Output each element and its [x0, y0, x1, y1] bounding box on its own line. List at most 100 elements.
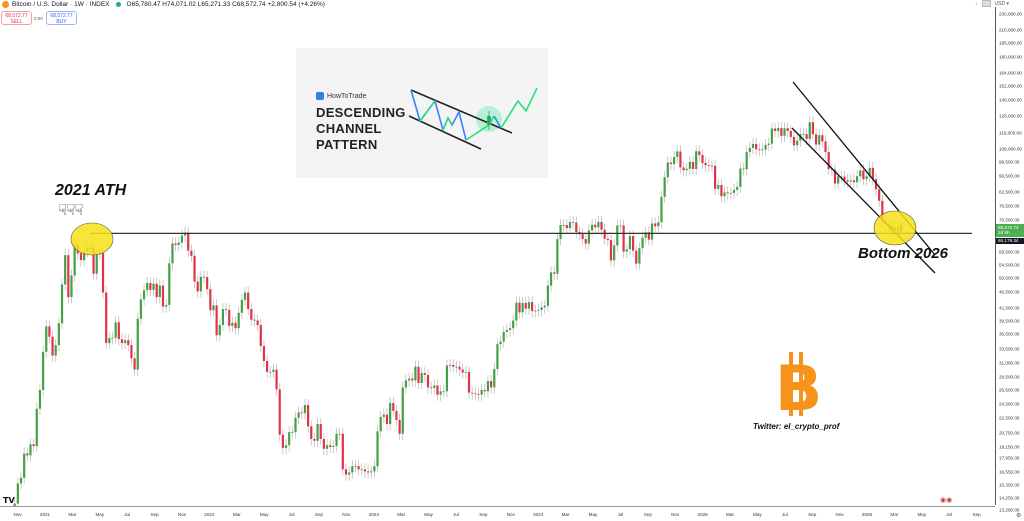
- candle-body-up: [527, 302, 531, 309]
- price-axis[interactable]: 230,000.00 210,000.00 195,000.00 180,000.00…: [995, 0, 1024, 513]
- symbol-title[interactable]: Bitcoin / U.S. Dollar · 1W · INDEX: [12, 1, 110, 8]
- candle-body-up: [376, 431, 379, 467]
- candle: [732, 183, 736, 200]
- candle-body-down: [417, 366, 420, 383]
- candle-body-up: [420, 373, 423, 383]
- candle: [149, 277, 152, 297]
- candle: [240, 293, 243, 319]
- candle: [568, 215, 572, 235]
- time-tick-label: Mar: [726, 512, 734, 517]
- candle-body-up: [767, 143, 770, 145]
- candle-body-up: [650, 223, 654, 240]
- candle: [114, 316, 117, 344]
- candle-body-down: [256, 320, 259, 326]
- candle: [641, 231, 644, 255]
- time-tick-label: May: [424, 512, 433, 517]
- time-tick-label: 2021: [39, 512, 51, 517]
- candle: [833, 163, 837, 190]
- time-tick-label: Mar: [561, 512, 570, 517]
- candle: [770, 122, 773, 150]
- time-tick-label: May: [588, 512, 598, 517]
- candle: [325, 439, 329, 456]
- candle: [13, 497, 16, 506]
- candle-body-up: [243, 292, 247, 300]
- candle: [572, 215, 575, 229]
- price-chart[interactable]: B TV: [0, 0, 995, 506]
- time-tick-label: Sep: [808, 512, 817, 517]
- candle-body-up: [837, 176, 840, 184]
- candle-body-up: [663, 177, 666, 197]
- candle: [247, 286, 250, 316]
- candle-body-up: [493, 368, 496, 388]
- candle: [647, 226, 650, 246]
- candle-body-down: [789, 131, 792, 137]
- candle-body-down: [594, 224, 597, 228]
- candle: [19, 471, 23, 490]
- candle: [133, 352, 136, 376]
- candle: [64, 249, 67, 291]
- candle-body-up: [534, 310, 537, 312]
- flag-icons[interactable]: ◉◉: [940, 497, 953, 504]
- price-tick-label: 28,500.00: [999, 374, 1020, 380]
- candle: [650, 217, 654, 246]
- candle: [584, 233, 587, 250]
- howtotrade-logo-icon: [316, 92, 324, 100]
- support-price-label: 65,179.34: [996, 237, 1024, 244]
- settings-gear-icon[interactable]: ⚙: [1016, 513, 1022, 519]
- candle: [493, 363, 496, 394]
- candle: [729, 186, 732, 200]
- candle-body-down: [32, 444, 35, 447]
- candle-body-down: [250, 309, 253, 320]
- candle-body-up: [114, 322, 117, 338]
- candle: [717, 178, 720, 196]
- candle-body-down: [584, 239, 587, 244]
- candle-body-up: [16, 483, 19, 504]
- candle: [477, 388, 480, 401]
- candle-body-up: [562, 225, 565, 226]
- screenshot-icon[interactable]: [981, 0, 991, 7]
- time-axis[interactable]: Nov 2021 Mar May Jul Sep Nov 2022 Mar May Jul Sep No…: [0, 506, 995, 521]
- candle-body-up: [325, 445, 329, 449]
- sell-button[interactable]: 68,572.77 SELL: [1, 11, 32, 25]
- candle-body-down: [281, 434, 284, 448]
- buy-button[interactable]: 68,572.77 BUY: [46, 11, 77, 25]
- candle: [288, 426, 291, 452]
- candle-body-up: [136, 318, 139, 370]
- candle-body-down: [780, 128, 783, 136]
- market-status-icon: [115, 2, 121, 7]
- candle: [840, 170, 843, 183]
- candle: [373, 460, 376, 478]
- time-tick-label: Jul: [617, 512, 624, 517]
- candle-body-down: [840, 176, 843, 178]
- candle: [101, 247, 105, 299]
- candle: [70, 269, 73, 304]
- candle-body-down: [224, 309, 228, 310]
- tradingview-logo[interactable]: TV: [3, 496, 15, 505]
- time-tick-label: 2025: [697, 512, 708, 517]
- price-tick-label: 98,500.00: [999, 159, 1020, 165]
- download-icon[interactable]: ↓: [975, 0, 978, 7]
- candle-body-up: [13, 503, 16, 506]
- candle-body-up: [597, 221, 600, 228]
- candle-body-up: [332, 446, 335, 447]
- currency-select[interactable]: USD ▾: [994, 0, 1009, 7]
- price-tick-label: 42,500.00: [999, 305, 1020, 311]
- candle-body-up: [644, 232, 647, 238]
- candle: [852, 174, 856, 189]
- price-tick-label: 16,550.00: [999, 469, 1020, 475]
- candle: [714, 159, 717, 196]
- candle: [777, 122, 780, 138]
- candle-body-up: [512, 320, 515, 329]
- candle: [29, 438, 32, 462]
- channel-lower-line[interactable]: [791, 127, 936, 274]
- candle: [401, 381, 404, 441]
- candle: [344, 463, 348, 481]
- candle-body-down: [477, 393, 480, 395]
- time-tick-label: May: [753, 512, 762, 517]
- candle: [736, 180, 739, 197]
- candle: [385, 408, 389, 431]
- candle: [278, 383, 281, 441]
- candle-body-up: [70, 275, 73, 298]
- candle-body-down: [474, 393, 477, 395]
- candle: [382, 408, 385, 424]
